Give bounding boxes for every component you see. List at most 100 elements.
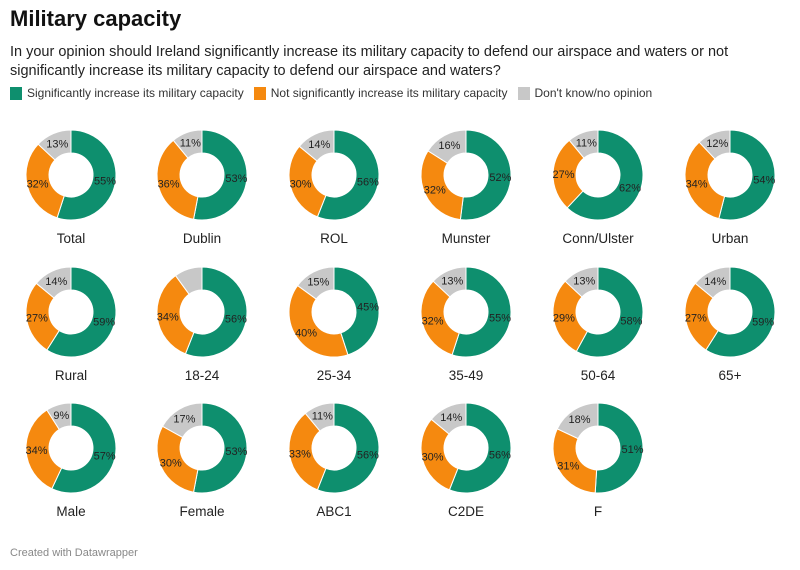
- slice-label: 55%: [489, 312, 511, 324]
- slice-label: 59%: [93, 317, 115, 329]
- donut-label: Conn/Ulster: [562, 231, 634, 246]
- donut-slice: [25, 143, 65, 219]
- donut-label: ROL: [320, 231, 348, 246]
- donut-label: Female: [179, 504, 224, 519]
- slice-label: 11%: [576, 138, 597, 150]
- donut-label: Male: [56, 504, 85, 519]
- donut-slice: [459, 129, 512, 221]
- donut-slice: [46, 266, 117, 358]
- legend-label: Significantly increase its military capa…: [27, 86, 244, 100]
- legend: Significantly increase its military capa…: [10, 86, 652, 100]
- slice-label: 18%: [568, 414, 590, 426]
- donut-slice: [420, 150, 464, 221]
- donut-slice: [566, 129, 644, 221]
- donut-label: Dublin: [183, 231, 221, 246]
- donut-slice: [575, 266, 644, 358]
- donut-slice: [174, 266, 203, 295]
- slice-label: 58%: [620, 316, 642, 328]
- donut-slice: [288, 412, 327, 491]
- donut-slice: [705, 266, 776, 358]
- donut-slice: [192, 129, 248, 221]
- donut-slice: [156, 274, 195, 355]
- donut-slice: [448, 402, 512, 494]
- legend-item: Not significantly increase its military …: [253, 86, 508, 100]
- slice-label: 29%: [553, 312, 575, 324]
- donut-label: 50-64: [581, 368, 616, 383]
- donut-label: C2DE: [448, 504, 484, 519]
- legend-swatch: [253, 86, 266, 100]
- slice-label: 34%: [686, 179, 708, 191]
- donut-slice: [35, 266, 72, 299]
- slice-label: 55%: [94, 175, 116, 187]
- footer-credit: Created with Datawrapper: [10, 547, 138, 559]
- legend-label: Don't know/no opinion: [534, 86, 653, 100]
- donut-label: 25-34: [317, 368, 352, 383]
- donut-slice: [564, 266, 599, 298]
- slice-label: 11%: [312, 411, 333, 423]
- slice-label: 11%: [180, 138, 201, 150]
- slice-label: 54%: [753, 174, 775, 186]
- slice-label: 30%: [290, 179, 312, 191]
- donut-slice: [420, 280, 460, 356]
- slice-label: 33%: [289, 448, 311, 460]
- slice-label: 13%: [573, 275, 595, 287]
- slice-label: 56%: [357, 176, 379, 188]
- donut-slice: [288, 145, 327, 218]
- donut-slice: [420, 418, 459, 491]
- donut-label: ABC1: [316, 504, 351, 519]
- donut-slice: [556, 402, 599, 440]
- donut-slice: [298, 129, 335, 162]
- slice-label: 34%: [26, 445, 48, 457]
- legend-label: Not significantly increase its military …: [270, 86, 508, 100]
- slice-label: 36%: [158, 179, 180, 191]
- donut-slice: [430, 402, 467, 435]
- legend-swatch: [10, 86, 22, 100]
- slice-label: 56%: [357, 449, 379, 461]
- donut-label: Rural: [55, 368, 87, 383]
- slice-label: 13%: [441, 275, 463, 287]
- donut-label: 65+: [719, 368, 742, 383]
- donut-slice: [51, 402, 117, 494]
- slice-label: 32%: [424, 185, 446, 197]
- donut-slice: [432, 266, 467, 298]
- donut-slice: [698, 129, 731, 160]
- donut-slice: [172, 129, 203, 159]
- slice-label: 14%: [308, 139, 330, 151]
- donut-slice: [156, 139, 199, 220]
- donut-slice: [288, 284, 349, 358]
- donut-slice: [184, 266, 248, 358]
- slice-label: 27%: [685, 312, 707, 324]
- slice-label: 45%: [357, 302, 379, 314]
- chart-title: Military capacity: [10, 6, 182, 31]
- donut-slice: [333, 266, 380, 356]
- slice-label: 51%: [621, 444, 643, 456]
- slice-label: 17%: [173, 413, 195, 425]
- slice-label: 14%: [704, 276, 726, 288]
- donut-slice: [316, 402, 380, 494]
- slice-label: 16%: [438, 140, 460, 152]
- donut-slice: [451, 266, 512, 358]
- slice-label: 12%: [706, 138, 728, 150]
- slice-label: 15%: [307, 276, 329, 288]
- slice-label: 40%: [295, 327, 317, 339]
- donut-label: Munster: [442, 231, 491, 246]
- legend-item: Don't know/no opinion: [517, 86, 653, 100]
- slice-label: 30%: [160, 458, 182, 470]
- donut-slice: [25, 409, 63, 490]
- donut-label: F: [594, 504, 602, 519]
- slice-label: 27%: [553, 169, 575, 181]
- chart-subtitle: In your opinion should Ireland significa…: [10, 44, 729, 79]
- slice-label: 56%: [489, 449, 511, 461]
- donut-slice: [684, 141, 726, 220]
- donut-slice: [46, 402, 72, 431]
- donut-slice: [718, 129, 776, 221]
- donut-slice: [427, 129, 467, 164]
- donut-slice: [304, 402, 335, 432]
- donut-label: 35-49: [449, 368, 484, 383]
- donut-label: 18-24: [185, 368, 220, 383]
- donut-slice: [161, 402, 203, 439]
- slice-label: 13%: [46, 138, 68, 150]
- donut-slice: [192, 402, 248, 494]
- slice-label: 34%: [157, 311, 179, 323]
